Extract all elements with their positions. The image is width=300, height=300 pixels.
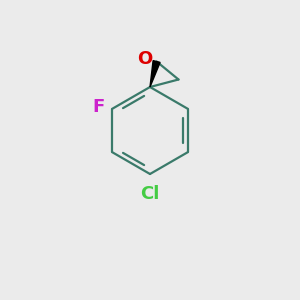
Text: Cl: Cl: [140, 185, 160, 203]
Text: O: O: [137, 50, 152, 68]
Polygon shape: [150, 61, 160, 87]
Text: F: F: [93, 98, 105, 116]
